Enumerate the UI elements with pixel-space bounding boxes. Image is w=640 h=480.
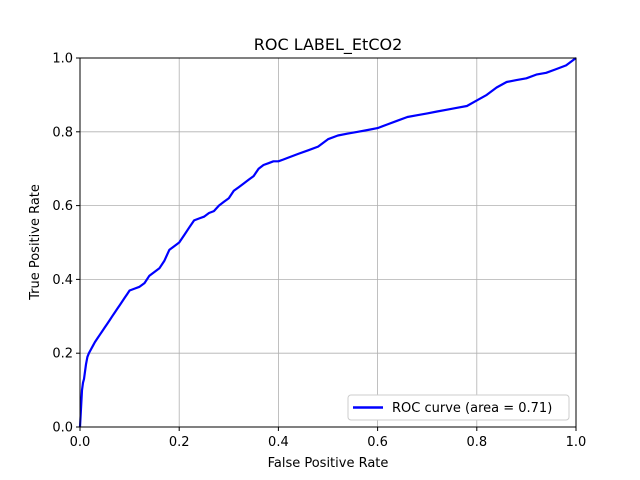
chart-title: ROC LABEL_EtCO2 — [254, 35, 403, 55]
x-tick-label: 0.8 — [466, 435, 487, 450]
y-tick-label: 0.2 — [52, 347, 73, 362]
y-tick-label: 0.6 — [52, 199, 73, 214]
y-tick-label: 0.8 — [52, 125, 73, 140]
x-tick-label: 0.0 — [70, 435, 91, 450]
y-tick-label: 0.0 — [52, 421, 73, 436]
roc-curve-line — [78, 57, 577, 428]
y-axis-label: True Positive Rate — [28, 184, 43, 301]
x-tick-label: 0.4 — [268, 435, 289, 450]
plot-area — [78, 57, 577, 428]
x-tick-label: 0.2 — [169, 435, 190, 450]
axis-ticks: 0.0 0.2 0.4 0.6 0.8 1.0 0.0 0.2 0.4 0.6 0.8 1.0 — [52, 52, 586, 451]
x-tick-label: 1.0 — [566, 435, 587, 450]
x-axis-label: False Positive Rate — [268, 456, 389, 471]
legend-label: ROC curve (area = 0.71) — [392, 401, 552, 416]
y-tick-label: 1.0 — [52, 52, 73, 67]
legend-box — [347, 394, 570, 421]
axes-frame — [79, 57, 577, 428]
y-tick-label: 0.4 — [52, 273, 73, 288]
x-tick-label: 0.6 — [367, 435, 388, 450]
legend: ROC curve (area = 0.71) — [347, 394, 570, 421]
